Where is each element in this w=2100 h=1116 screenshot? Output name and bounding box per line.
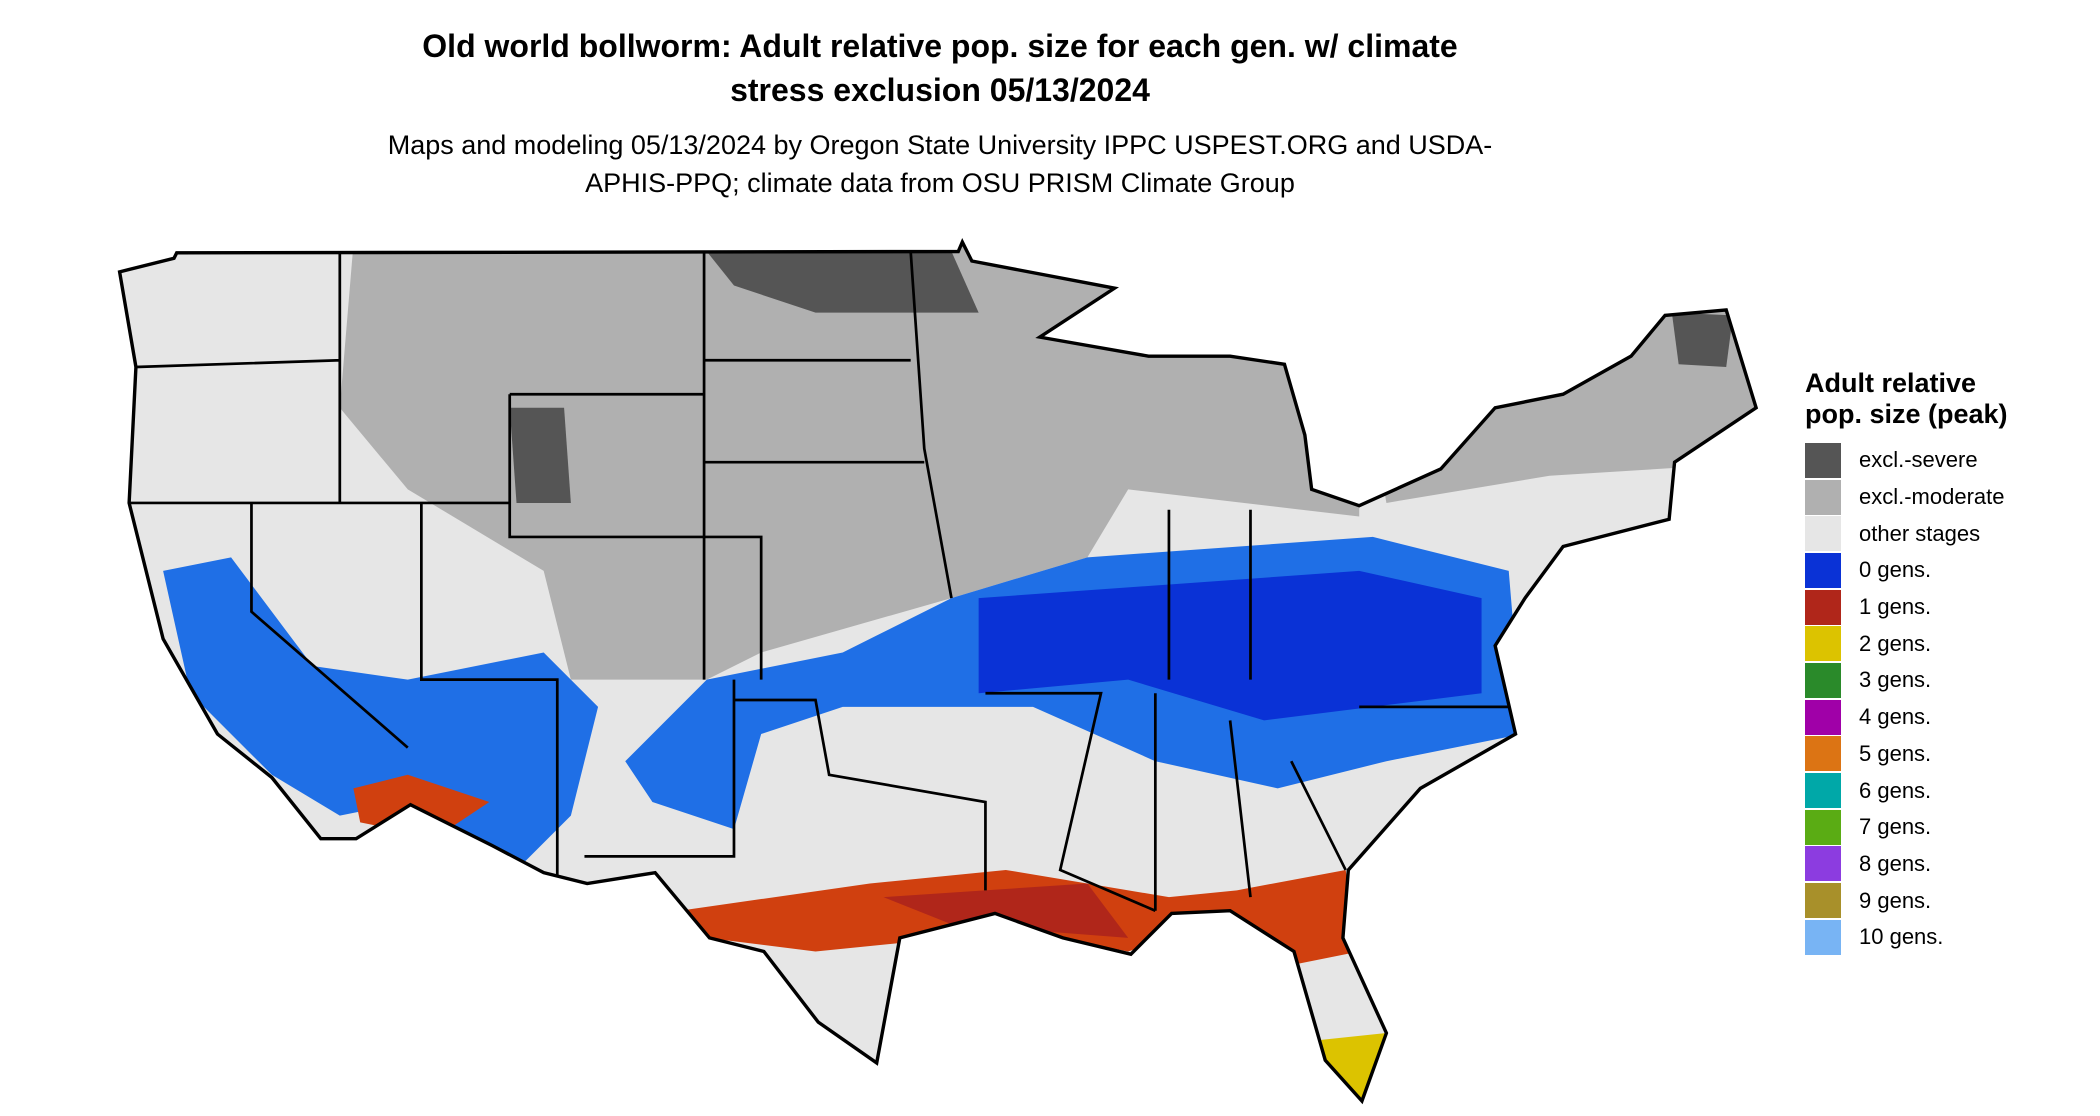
legend-swatch — [1805, 773, 1841, 809]
legend-swatch — [1805, 699, 1841, 735]
legend-swatch — [1805, 552, 1841, 588]
legend-swatch — [1805, 809, 1841, 845]
legend-item: 1 gens. — [1805, 589, 2075, 626]
legend-item: 10 gens. — [1805, 919, 2075, 956]
legend-swatch — [1805, 919, 1841, 955]
legend-label: 1 gens. — [1859, 594, 1932, 620]
legend-label: 10 gens. — [1859, 924, 1944, 950]
legend-item: 3 gens. — [1805, 662, 2075, 699]
legend-label: 5 gens. — [1859, 740, 1932, 766]
legend-swatch — [1805, 442, 1841, 478]
legend-label: 6 gens. — [1859, 777, 1932, 803]
legend-item: 8 gens. — [1805, 846, 2075, 883]
legend-swatch — [1805, 883, 1841, 919]
legend-item: 0 gens. — [1805, 552, 2075, 589]
legend-item: 9 gens. — [1805, 882, 2075, 919]
legend-swatch — [1805, 736, 1841, 772]
legend-item: excl.-severe — [1805, 442, 2075, 479]
legend-swatch — [1805, 662, 1841, 698]
legend-label: 0 gens. — [1859, 557, 1932, 583]
legend-swatch — [1805, 516, 1841, 552]
legend-item: 2 gens. — [1805, 625, 2075, 662]
legend-label: 3 gens. — [1859, 667, 1932, 693]
legend-item: 6 gens. — [1805, 772, 2075, 809]
legend-label: 8 gens. — [1859, 850, 1932, 876]
legend-item: other stages — [1805, 515, 2075, 552]
legend-item: 7 gens. — [1805, 809, 2075, 846]
legend-label: 9 gens. — [1859, 887, 1932, 913]
legend-item: 4 gens. — [1805, 699, 2075, 736]
legend-label: other stages — [1859, 520, 1981, 546]
legend-label: excl.-severe — [1859, 447, 1978, 473]
legend: Adult relative pop. size (peak) excl.-se… — [1805, 368, 2075, 956]
legend-swatch — [1805, 479, 1841, 515]
legend-swatch — [1805, 846, 1841, 882]
legend-label: excl.-moderate — [1859, 484, 2005, 510]
legend-label: 2 gens. — [1859, 630, 1932, 656]
legend-item: 5 gens. — [1805, 736, 2075, 773]
legend-label: 7 gens. — [1859, 814, 1932, 840]
subtitle: Maps and modeling 05/13/2024 by Oregon S… — [387, 130, 1493, 198]
legend-label: 4 gens. — [1859, 704, 1932, 730]
legend-swatch — [1805, 589, 1841, 625]
legend-swatch — [1805, 626, 1841, 662]
legend-title: Adult relative pop. size (peak) — [1805, 368, 2008, 429]
state-borders — [129, 251, 1509, 912]
legend-items: excl.-severe excl.-moderate other stages 0 … — [1805, 442, 2075, 956]
title: Old world bollworm: Adult relative pop. … — [422, 28, 1458, 108]
legend-item: excl.-moderate — [1805, 479, 2075, 516]
